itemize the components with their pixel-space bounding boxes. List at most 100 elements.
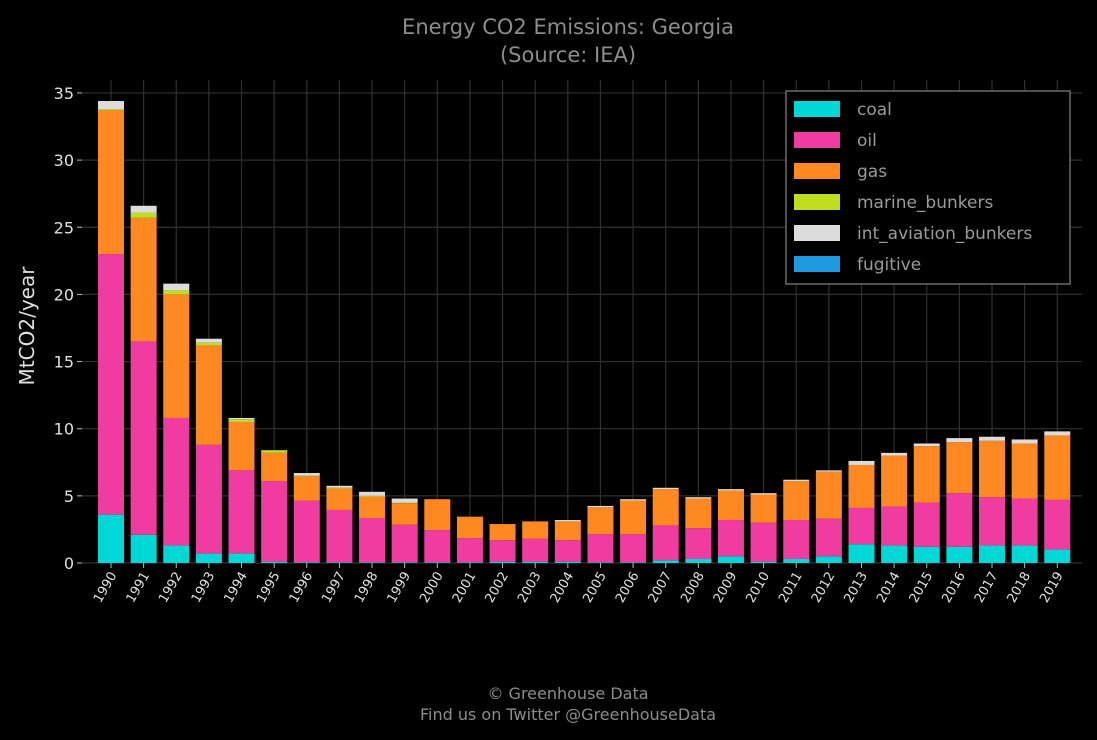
bar-segment-oil [359,518,386,563]
bar-segment-oil [195,444,222,554]
bar-segment-int_aviation_bunkers [163,283,190,291]
bar-segment-oil [750,522,777,562]
bar-segment-oil [163,417,190,546]
bar-segment-gas [359,496,386,519]
bar-segment-coal [326,562,353,563]
legend-swatch-oil [794,132,840,148]
bar-segment-gas [98,110,124,255]
bar-segment-oil [913,502,940,547]
bar-segment-oil [293,500,320,563]
y-tick-label: 15 [54,353,74,372]
bar-segment-oil [979,497,1006,546]
bar-segment-marine_bunkers [326,487,353,489]
bar-segment-gas [326,488,353,510]
bar-segment-oil [652,525,679,561]
bar-segment-oil [554,540,581,562]
y-axis-ticks: 0 5 10 15 20 25 30 35 [54,84,82,573]
y-tick-label: 30 [54,151,74,170]
bar-segment-int_aviation_bunkers [326,485,353,488]
bar-segment-marine_bunkers [359,495,386,497]
bar-segment-gas [1011,443,1038,499]
y-tick-label: 0 [64,554,74,573]
x-tick-label: 2007 [646,570,676,606]
bar-segment-coal [620,562,647,563]
legend-label-oil: oil [857,131,877,151]
bar-segment-oil [587,534,614,563]
bar-segment-coal [424,562,451,563]
bar-segment-coal [815,556,842,563]
bar-segment-oil [717,520,744,557]
bar-segment-int_aviation_bunkers [783,479,810,482]
bar-segment-marine_bunkers [98,109,124,111]
bar-segment-coal [652,560,679,563]
bar-segment-gas [261,452,288,482]
bar-segment-coal [685,558,712,563]
x-tick-label: 2018 [1005,570,1035,606]
legend-label-gas: gas [857,162,887,182]
bar-segment-coal [750,561,777,563]
chart-subtitle: (Source: IEA) [500,43,636,67]
legend: coal oil gas marine_bunkers int_aviation_bun… [785,90,1071,285]
legend-swatch-int_aviation_bunkers [794,225,840,241]
bar-segment-gas [913,446,940,503]
bar-segment-gas [554,521,581,541]
bar-segment-gas [881,455,908,507]
bar-segment-int_aviation_bunkers [979,436,1006,441]
x-tick-label: 2002 [482,570,512,606]
legend-swatch-marine_bunkers [794,194,840,210]
legend-label-fugitive: fugitive [857,255,921,275]
x-tick-label: 1994 [221,570,251,606]
bar-segment-int_aviation_bunkers [913,443,940,447]
bar-segment-int_aviation_bunkers [98,101,124,110]
bar-segment-coal [195,553,222,563]
bar-segment-coal [881,545,908,563]
bar-segment-coal [522,561,549,563]
bar-segment-coal [717,556,744,563]
x-tick-label: 1995 [254,570,284,606]
bar-segment-coal [979,545,1006,563]
x-tick-label: 1998 [352,570,382,606]
bar-segment-oil [489,540,516,562]
bar-segment-oil [783,520,810,559]
footer-twitter: Find us on Twitter @GreenhouseData [420,705,716,724]
bar-segment-oil [456,538,483,563]
bar-segment-gas [522,521,549,539]
bar-segment-coal [261,561,288,563]
x-tick-label: 1991 [124,570,154,606]
bar-segment-gas [130,217,157,342]
bar-segment-oil [261,481,288,562]
bar-segment-coal [913,546,940,563]
bar-segment-oil [98,254,124,515]
bar-segment-marine_bunkers [391,502,418,504]
bar-segment-coal [1011,545,1038,563]
bar-segment-gas [587,507,614,535]
y-tick-label: 10 [54,420,74,439]
bar-segment-gas [228,421,255,471]
bar-segment-gas [685,498,712,529]
x-tick-label: 2015 [907,570,937,606]
bar-segment-marine_bunkers [228,419,255,422]
bar-segment-coal [1044,549,1071,563]
bar-segment-int_aviation_bunkers [717,489,744,491]
bar-segment-oil [326,509,353,563]
bar-stacks [98,101,1071,563]
bar-segment-coal [456,562,483,563]
bar-segment-gas [456,516,483,539]
bar-segment-coal [98,514,124,563]
x-tick-label: 1993 [189,570,219,606]
x-tick-label: 2004 [548,570,578,606]
bar-segment-marine_bunkers [130,212,157,218]
bar-segment-coal [783,558,810,563]
x-tick-label: 2003 [515,570,545,606]
bar-segment-coal [391,562,418,563]
y-tick-label: 5 [64,487,74,506]
bar-segment-oil [1044,499,1071,550]
bar-segment-coal [587,562,614,563]
bar-segment-oil [848,507,875,545]
bar-segment-gas [815,471,842,519]
bar-segment-coal [489,561,516,563]
bar-segment-coal [293,562,320,563]
bar-segment-gas [424,499,451,531]
x-tick-label: 2011 [776,570,806,606]
bar-segment-oil [424,530,451,563]
